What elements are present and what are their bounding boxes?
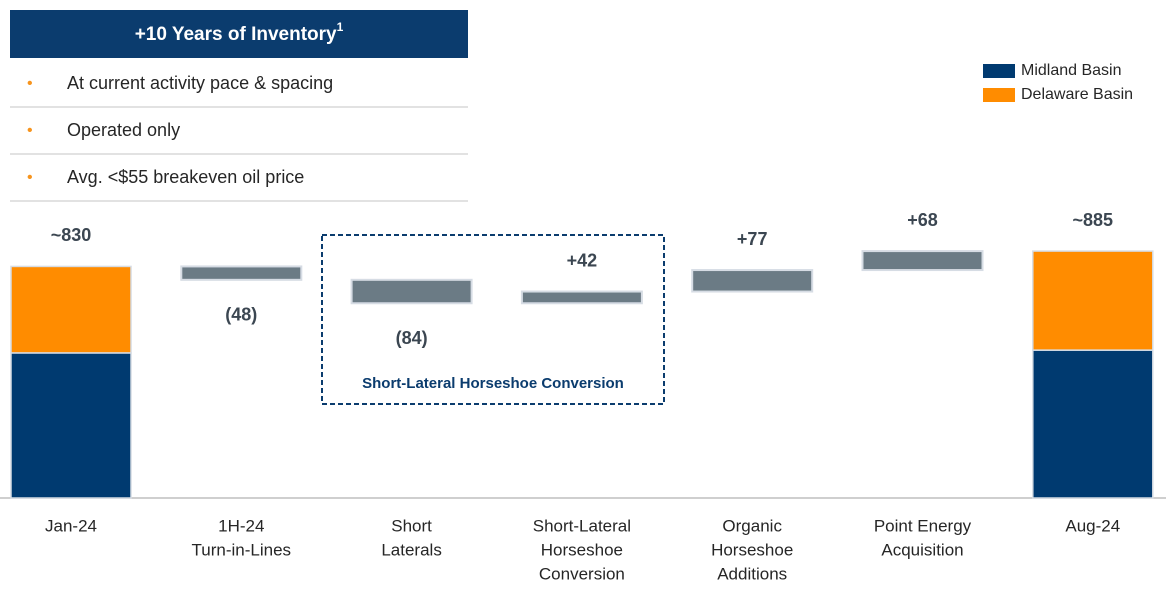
step-bar [691, 269, 814, 293]
header-text: +10 Years of Inventory [135, 24, 337, 45]
value-label: +77 [737, 229, 768, 249]
stack-segment [1032, 349, 1154, 499]
bullet-list: • At current activity pace & spacing • Oper… [10, 73, 468, 202]
legend-swatch [983, 64, 1015, 78]
step-bar [520, 290, 643, 305]
annotation-box [321, 234, 665, 405]
x-tick-label: Short-Lateral [533, 516, 631, 535]
annotation-label: Short-Lateral Horseshoe Conversion [362, 375, 624, 392]
bullet-text: Avg. <$55 breakeven oil price [67, 167, 304, 187]
bullet-dot: • [27, 122, 33, 139]
x-tick-label: Laterals [381, 540, 441, 559]
x-tick-label: Short [391, 516, 432, 535]
value-label: +68 [907, 210, 938, 230]
x-tick-label: Horseshoe [541, 540, 623, 559]
x-tick-label: Additions [717, 564, 787, 583]
header-title: +10 Years of Inventory1 [135, 20, 344, 45]
x-tick-label: Acquisition [881, 540, 963, 559]
bullet-text: Operated only [67, 120, 180, 140]
legend-label: Midland Basin [1021, 62, 1122, 79]
value-label: ~830 [51, 225, 92, 245]
header-box [10, 10, 468, 58]
x-tick-label: Turn-in-Lines [192, 540, 292, 559]
legend-label: Delaware Basin [1021, 86, 1133, 103]
legend-swatch [983, 88, 1015, 102]
step-bar [861, 250, 984, 272]
stack-segment [10, 265, 132, 354]
footnote-mark: 1 [337, 20, 344, 34]
x-tick-label: Aug-24 [1065, 516, 1120, 535]
x-tick-label: Point Energy [874, 516, 972, 535]
x-tick-label: Organic [722, 516, 782, 535]
step-bar [180, 265, 303, 281]
x-tick-label: Horseshoe [711, 540, 793, 559]
value-label: ~885 [1073, 210, 1114, 230]
stack-segment [1032, 250, 1154, 351]
value-label: +42 [567, 250, 598, 270]
step-bar [350, 278, 473, 305]
value-label: (84) [396, 328, 428, 348]
value-label: (48) [225, 305, 257, 325]
bullet-dot: • [27, 169, 33, 186]
bullet-text: At current activity pace & spacing [67, 73, 333, 93]
stack-segment [10, 352, 132, 499]
x-tick-label: 1H-24 [218, 516, 264, 535]
x-tick-label: Jan-24 [45, 516, 97, 535]
bullet-dot: • [27, 75, 33, 92]
x-tick-label: Conversion [539, 564, 625, 583]
